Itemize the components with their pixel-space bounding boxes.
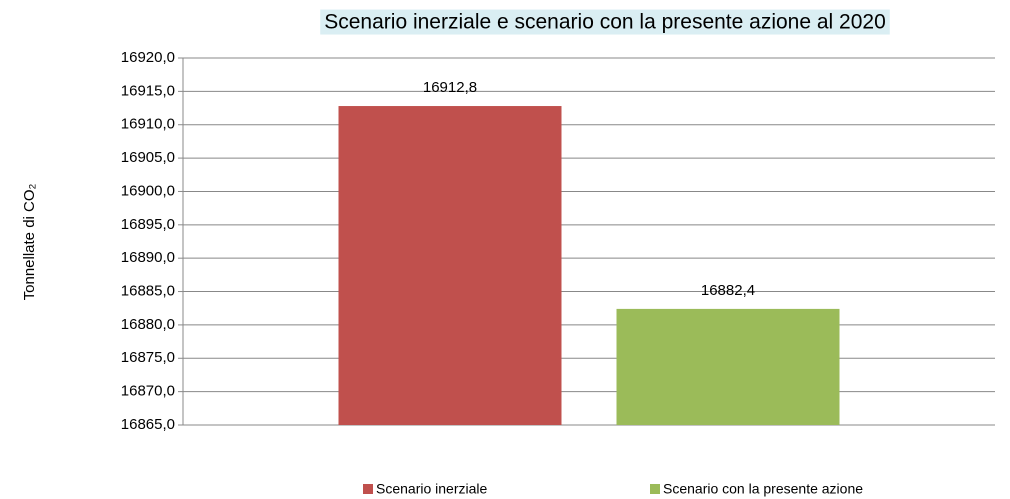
y-tick-label: 16865,0 — [121, 416, 175, 433]
legend-swatch — [650, 484, 660, 494]
legend-label: Scenario inerziale — [376, 481, 487, 497]
y-tick-label: 16875,0 — [121, 349, 175, 366]
y-tick-label: 16915,0 — [121, 82, 175, 99]
data-label: 16882,4 — [701, 282, 755, 299]
y-tick-label: 16870,0 — [121, 383, 175, 400]
title-background — [320, 9, 890, 35]
legend-label: Scenario con la presente azione — [663, 481, 863, 497]
y-tick-label: 16905,0 — [121, 149, 175, 166]
y-axis-label: Tonnellate di CO₂ — [21, 183, 38, 300]
y-tick-label: 16895,0 — [121, 216, 175, 233]
y-tick-label: 16885,0 — [121, 283, 175, 300]
chart-title: Scenario inerziale e scenario con la pre… — [324, 11, 886, 34]
y-tick-label: 16890,0 — [121, 249, 175, 266]
data-label: 16912,8 — [423, 79, 477, 96]
bar — [338, 106, 562, 425]
y-tick-label: 16880,0 — [121, 316, 175, 333]
legend-swatch — [363, 484, 373, 494]
y-tick-label: 16920,0 — [121, 49, 175, 66]
y-tick-label: 16900,0 — [121, 182, 175, 199]
y-tick-label: 16910,0 — [121, 116, 175, 133]
bar — [616, 308, 840, 425]
